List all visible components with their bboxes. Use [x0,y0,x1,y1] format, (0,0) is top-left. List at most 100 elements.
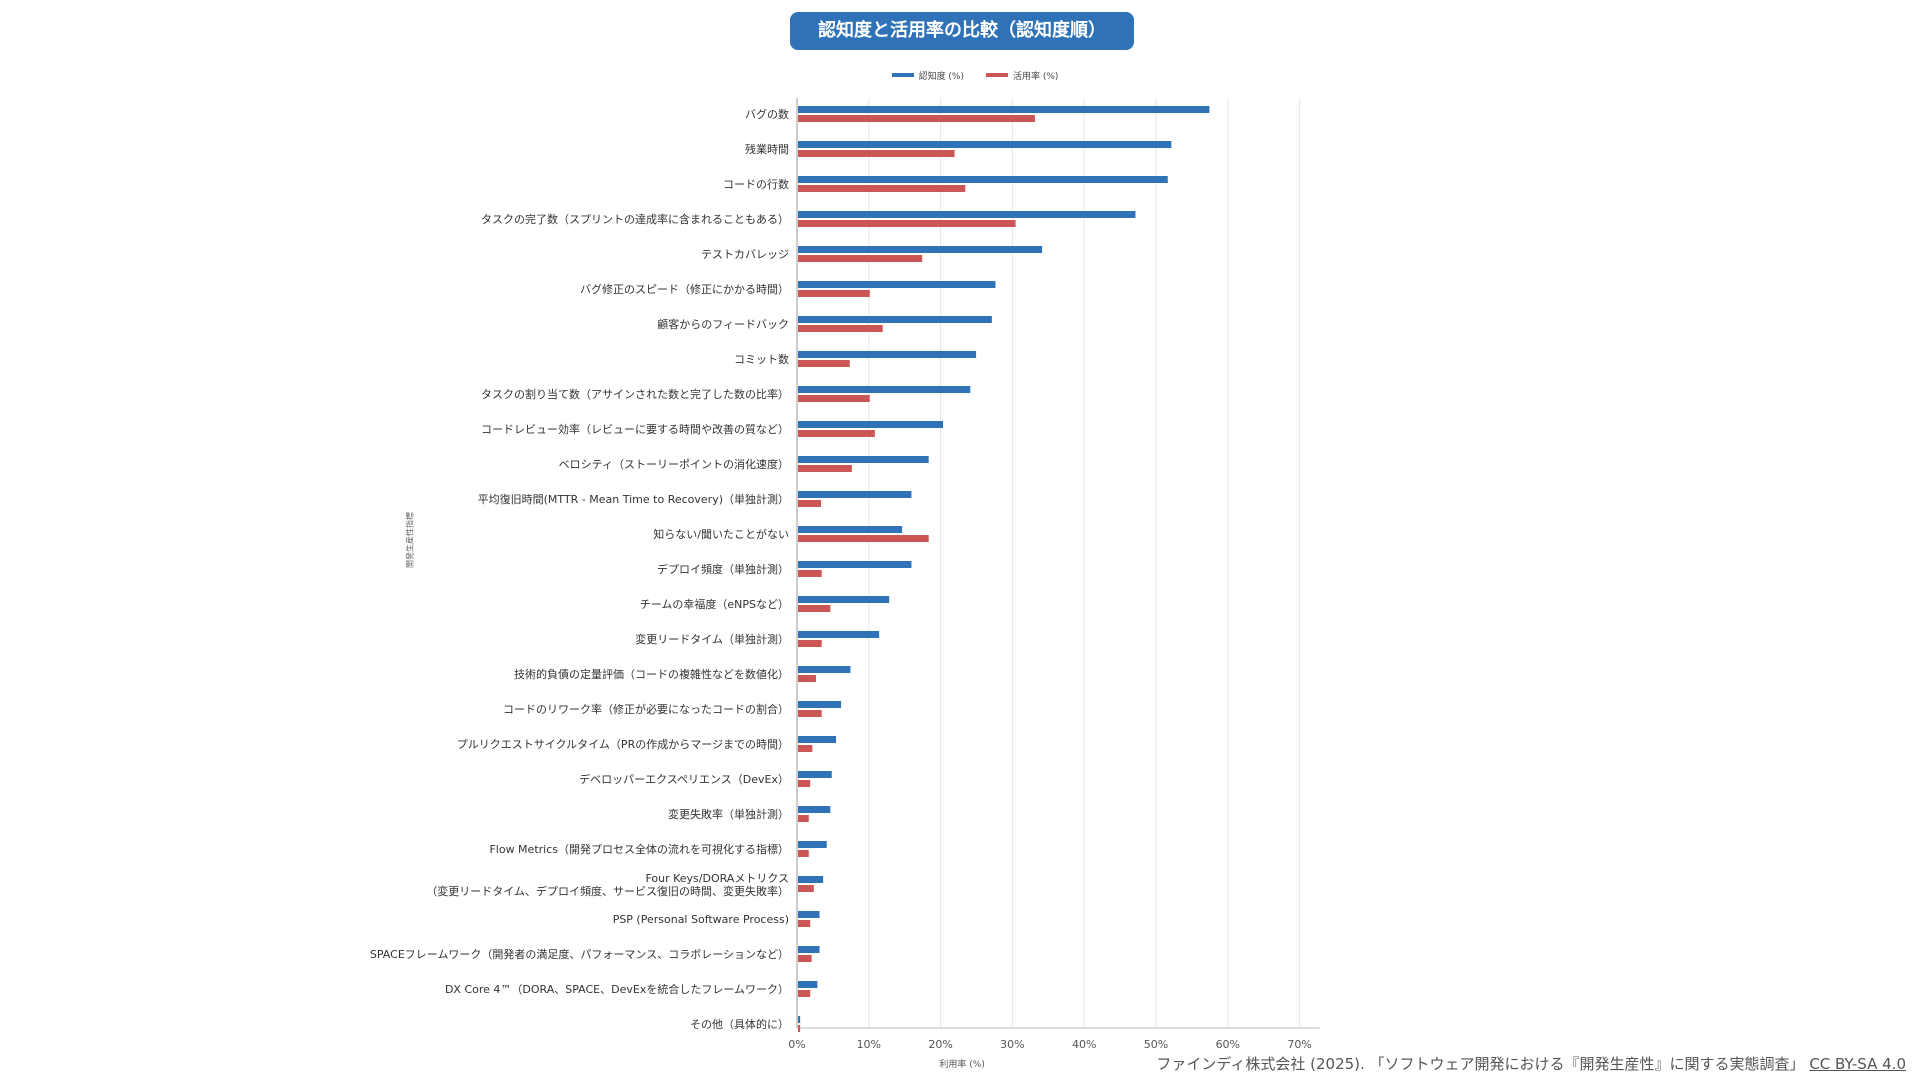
bar-awareness [798,666,851,673]
bar-awareness [798,106,1210,113]
bar-awareness [798,946,820,953]
category-label: その他（具体的に） [690,1017,789,1031]
x-tick-label: 20% [928,1038,952,1051]
bar-awareness [798,246,1043,253]
bar-awareness [798,281,996,288]
bar-awareness [798,421,944,428]
category-label: プルリクエストサイクルタイム（PRの作成からマージまでの時間） [457,738,789,751]
bar-awareness [798,736,837,743]
category-label: コードの行数 [723,178,789,191]
category-label: テストカバレッジ [701,248,789,261]
category-label: 顧客からのフィードバック [657,317,789,331]
chart-legend: 認知度 (%) 活用率 (%) [0,67,1920,83]
bar-awareness [798,771,832,778]
license-link[interactable]: CC BY-SA 4.0 [1809,1055,1906,1073]
category-label: 技術的負債の定量評価（コードの複雑性などを数値化） [514,667,789,681]
bar-usage [798,220,1016,227]
bar-usage [798,115,1035,122]
bar-usage [798,430,875,437]
legend-swatch-awareness [891,73,914,77]
legend-label-usage: 活用率 (%) [1013,71,1059,82]
bar-usage [798,325,883,332]
x-tick-label: 10% [857,1038,881,1051]
bar-awareness [798,491,912,498]
bar-awareness [798,806,831,813]
bar-awareness [798,911,820,918]
category-label: バグ修正のスピード（修正にかかる時間） [580,282,789,296]
source-text: ファインディ株式会社 (2025). 「ソフトウェア開発における『開発生産性』に… [1156,1055,1805,1073]
legend-swatch-usage [986,73,1008,77]
category-label: 変更失敗率（単独計測） [668,807,789,821]
bar-awareness [798,1016,801,1023]
bar-awareness [798,211,1136,218]
bar-awareness [798,456,929,463]
bar-awareness [798,176,1168,183]
category-label: コードのリワーク率（修正が必要になったコードの割合） [503,702,789,716]
legend-item-awareness: 認知度 (%) [891,67,964,83]
category-label: コミット数 [734,353,789,366]
bar-usage [798,815,809,822]
bar-usage [798,850,809,857]
x-axis-label: 利用率 (%) [939,1058,984,1070]
bar-awareness [798,631,880,638]
bar-usage [798,780,811,787]
bar-usage [798,745,813,752]
bar-awareness [798,841,827,848]
category-label: PSP (Personal Software Process) [613,913,789,926]
legend-item-usage: 活用率 (%) [986,67,1058,83]
legend-label-awareness: 認知度 (%) [918,71,964,82]
bar-usage [798,360,850,367]
category-label: タスクの完了数（スプリントの達成率に含まれることもある） [481,212,789,226]
category-label: ベロシティ（ストーリーポイントの消化速度） [559,457,789,471]
bar-usage [798,640,822,647]
category-label: デベロッパーエクスペリエンス（DevEx） [579,772,789,786]
bar-usage [798,465,852,472]
category-label: 知らない/聞いたことがない [653,527,789,541]
bar-usage [798,920,811,927]
bar-usage [798,990,811,997]
category-label: DX Core 4™（DORA、SPACE、DevExを統合したフレームワーク） [445,982,789,996]
x-tick-label: 50% [1144,1038,1168,1051]
bar-usage [798,955,812,962]
bar-usage [798,395,870,402]
bar-usage [798,535,929,542]
x-tick-label: 60% [1216,1038,1240,1051]
category-label: タスクの割り当て数（アサインされた数と完了した数の比率） [481,387,789,401]
category-label: 平均復旧時間(MTTR - Mean Time to Recovery)（単独計… [478,492,789,506]
bar-usage [798,605,831,612]
bar-usage [798,185,966,192]
bar-awareness [798,701,842,708]
bar-usage [798,570,822,577]
category-label: デプロイ頻度（単独計測） [657,562,789,576]
bar-usage [798,500,821,507]
bar-awareness [798,351,977,358]
source-credit: ファインディ株式会社 (2025). 「ソフトウェア開発における『開発生産性』に… [1156,1053,1906,1074]
bar-awareness [798,141,1172,148]
category-label: コードレビュー効率（レビューに要する時間や改善の質など） [481,422,789,436]
x-tick-label: 30% [1000,1038,1024,1051]
bar-usage [798,255,923,262]
category-label: 変更リードタイム（単独計測） [635,632,789,646]
bar-usage [798,150,955,157]
bar-usage [798,1025,801,1032]
bar-awareness [798,316,992,323]
bar-usage [798,675,816,682]
x-tick-label: 70% [1287,1038,1311,1051]
category-label: バグの数 [745,107,789,121]
bar-awareness [798,981,818,988]
y-axis-label: 開発生産性指標 [405,512,415,568]
category-label: チームの幸福度（eNPSなど） [640,597,789,611]
category-label: 残業時間 [745,142,789,156]
bar-usage [798,290,870,297]
x-tick-label: 40% [1072,1038,1096,1051]
x-tick-label: 0% [788,1038,805,1051]
category-label: Flow Metrics（開発プロセス全体の流れを可視化する指標） [489,842,789,856]
chart-title: 認知度と活用率の比較（認知度順） [790,12,1134,50]
bar-awareness [798,561,912,568]
bar-awareness [798,386,971,393]
category-label: Four Keys/DORAメトリクス（変更リードタイム、デプロイ頻度、サービス… [426,872,789,898]
bar-usage [798,710,822,717]
bar-usage [798,885,814,892]
category-label: SPACEフレームワーク（開発者の満足度、パフォーマンス、コラボレーションなど） [370,947,789,961]
